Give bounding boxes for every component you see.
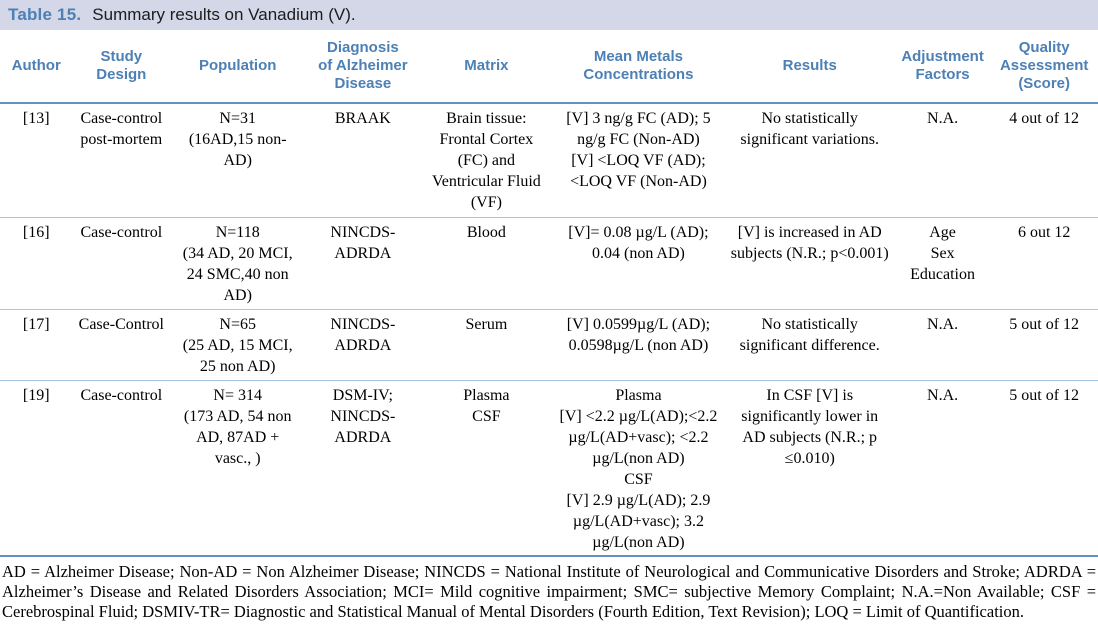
table-caption-text: Summary results on Vanadium (V). — [92, 5, 356, 24]
cell-quality-score: 5 out of 12 — [990, 309, 1098, 381]
cell-study-design: Case-Control — [72, 309, 171, 381]
cell-results: [V] is increased in AD subjects (N.R.; p… — [724, 217, 895, 310]
cell-quality-score: 6 out 12 — [990, 217, 1098, 310]
summary-results-table: Author Study Design Population Diagnosis… — [0, 30, 1098, 557]
cell-adjustment-factors: N.A. — [894, 380, 991, 557]
header-row: Author Study Design Population Diagnosis… — [0, 30, 1098, 104]
cell-adjustment-factors: Age Sex Education — [894, 217, 991, 310]
cell-matrix: Blood — [420, 217, 553, 310]
cell-diagnosis: DSM-IV; NINCDS- ADRDA — [305, 380, 421, 557]
table-row-ref19: [19] Case-control N= 314 (173 AD, 54 non… — [0, 380, 1098, 557]
cell-diagnosis: NINCDS- ADRDA — [305, 217, 421, 310]
col-header-mean-metals: Mean Metals Concentrations — [552, 30, 725, 104]
cell-mean-metals: Plasma [V] <2.2 µg/L(AD);<2.2 µg/L(AD+va… — [552, 380, 725, 557]
table-number-label: Table 15. — [8, 5, 82, 24]
table-row-ref16: [16] Case-control N=118 (34 AD, 20 MCI, … — [0, 217, 1098, 310]
table-caption-bar: Table 15. Summary results on Vanadium (V… — [0, 0, 1098, 30]
cell-results: In CSF [V] is significantly lower in AD … — [724, 380, 895, 557]
col-header-author: Author — [0, 30, 73, 104]
col-header-study-design: Study Design — [72, 30, 171, 104]
col-header-diagnosis: Diagnosis of Alzheimer Disease — [305, 30, 421, 104]
cell-study-design: Case-control — [72, 217, 171, 310]
cell-author: [19] — [0, 380, 73, 557]
table-row-ref17: [17] Case-Control N=65 (25 AD, 15 MCI, 2… — [0, 309, 1098, 381]
col-header-matrix: Matrix — [420, 30, 553, 104]
cell-matrix: Plasma CSF — [420, 380, 553, 557]
cell-author: [16] — [0, 217, 73, 310]
col-header-quality-assessment: Quality Assessment (Score) — [990, 30, 1098, 104]
cell-author: [13] — [0, 103, 73, 218]
cell-population: N=118 (34 AD, 20 MCI, 24 SMC,40 non AD) — [170, 217, 306, 310]
cell-results: No statistically significant variations. — [724, 103, 895, 218]
table-row-ref13: [13] Case-control post-mortem N=31 (16AD… — [0, 103, 1098, 218]
cell-quality-score: 5 out of 12 — [990, 380, 1098, 557]
cell-population: N=31 (16AD,15 non- AD) — [170, 103, 306, 218]
cell-population: N=65 (25 AD, 15 MCI, 25 non AD) — [170, 309, 306, 381]
cell-adjustment-factors: N.A. — [894, 309, 991, 381]
cell-diagnosis: NINCDS- ADRDA — [305, 309, 421, 381]
cell-mean-metals: [V]= 0.08 µg/L (AD); 0.04 (non AD) — [552, 217, 725, 310]
cell-quality-score: 4 out of 12 — [990, 103, 1098, 218]
cell-mean-metals: [V] 3 ng/g FC (AD); 5 ng/g FC (Non-AD) [… — [552, 103, 725, 218]
col-header-results: Results — [724, 30, 895, 104]
col-header-population: Population — [170, 30, 306, 104]
cell-matrix: Brain tissue: Frontal Cortex (FC) and Ve… — [420, 103, 553, 218]
cell-population: N= 314 (173 AD, 54 non AD, 87AD + vasc.,… — [170, 380, 306, 557]
cell-adjustment-factors: N.A. — [894, 103, 991, 218]
cell-matrix: Serum — [420, 309, 553, 381]
cell-mean-metals: [V] 0.0599µg/L (AD); 0.0598µg/L (non AD) — [552, 309, 725, 381]
cell-results: No statistically significant difference. — [724, 309, 895, 381]
cell-study-design: Case-control — [72, 380, 171, 557]
col-header-adjustment-factors: Adjustment Factors — [894, 30, 991, 104]
cell-study-design: Case-control post-mortem — [72, 103, 171, 218]
abbreviations-footnote: AD = Alzheimer Disease; Non-AD = Non Alz… — [2, 561, 1096, 621]
cell-diagnosis: BRAAK — [305, 103, 421, 218]
cell-author: [17] — [0, 309, 73, 381]
